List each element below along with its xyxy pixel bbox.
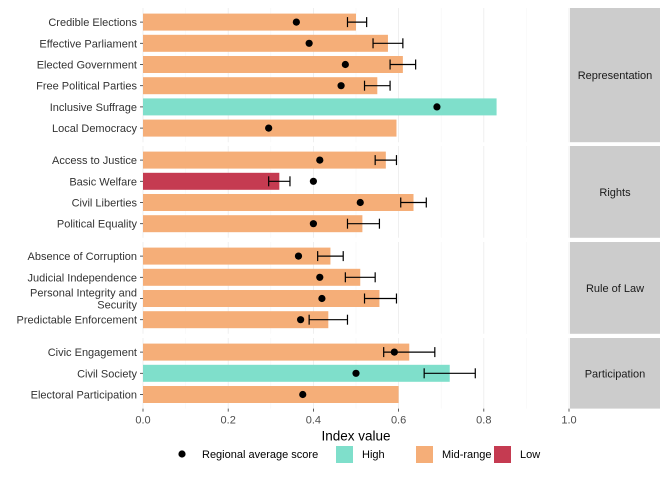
x-axis-title: Index value (321, 429, 390, 444)
average-point-effective-parliament (305, 39, 313, 47)
y-tick-label-civic-engagement: Civic Engagement (48, 347, 137, 359)
error-bar-access-to-justice (374, 155, 398, 166)
y-tick-label-civil-liberties: Civil Liberties (72, 198, 138, 210)
average-point-judicial-independence (316, 273, 324, 281)
legend-key-mid-range (416, 446, 433, 463)
y-tick-label-political-equality: Political Equality (57, 219, 138, 231)
y-tick-label-credible-elections: Credible Elections (48, 17, 137, 29)
bar-effective-parliament (143, 34, 388, 52)
average-point-civic-engagement (390, 348, 398, 356)
bar-inclusive-suffrage (143, 98, 497, 116)
bar-civic-engagement (143, 343, 410, 361)
legend-label-regional-average-score: Regional average score (202, 449, 318, 461)
average-point-inclusive-suffrage (433, 103, 441, 111)
average-point-civil-liberties (356, 198, 364, 207)
x-tick-label: 1.0 (561, 415, 576, 427)
x-tick-label: 0.0 (135, 415, 150, 427)
error-bar-free-political-parties (363, 80, 391, 91)
bar-predictable-enforcement (143, 311, 329, 329)
bar-credible-elections (143, 13, 356, 31)
legend: Regional average score High Mid-range Low (178, 446, 540, 463)
average-point-access-to-justice (316, 156, 324, 164)
error-bar-civil-liberties (400, 197, 427, 208)
y-tick-label-line: Security (97, 300, 137, 312)
bar-basic-welfare (143, 172, 280, 190)
error-bar-absence-of-corruption (317, 251, 344, 262)
x-tick-label: 0.2 (221, 415, 236, 427)
average-point-local-democracy (265, 124, 273, 132)
x-tick-label: 0.8 (476, 415, 491, 427)
error-bar-effective-parliament (372, 38, 404, 49)
legend-label-low: Low (520, 449, 540, 461)
bar-civil-liberties (143, 194, 414, 211)
bar-personal-integrity-and-security (143, 290, 380, 307)
y-tick-label-inclusive-suffrage: Inclusive Suffrage (50, 102, 137, 114)
error-bar-judicial-independence (344, 272, 376, 283)
y-tick-label-elected-government: Elected Government (37, 60, 137, 72)
bar-civil-society (143, 364, 450, 382)
bar-political-equality (143, 215, 363, 233)
error-bar-civil-society (423, 368, 476, 379)
facet-strip-participation (570, 338, 660, 409)
bar-judicial-independence (143, 268, 361, 286)
error-bar-basic-welfare (268, 176, 291, 187)
error-bar-political-equality (346, 218, 381, 229)
legend-label-mid-range: Mid-range (442, 449, 492, 461)
facet-strip-rights (570, 146, 660, 238)
legend-key-low (494, 446, 511, 463)
y-tick-label-access-to-justice: Access to Justice (52, 155, 137, 167)
y-tick-label-judicial-independence: Judicial Independence (28, 272, 137, 284)
legend-key-regional-average-score (178, 450, 186, 458)
average-point-political-equality (309, 220, 317, 228)
facet-strip-representation (570, 8, 660, 143)
y-tick-label-personal-integrity-and-security: Personal Integrity and Security (30, 288, 138, 312)
y-tick-label-absence-of-corruption: Absence of Corruption (28, 251, 137, 263)
facet-strip-label-rule-of-law: Rule of Law (586, 283, 644, 295)
bar-free-political-parties (143, 77, 378, 95)
average-point-credible-elections (292, 18, 300, 26)
facet-strip-rule-of-law (570, 242, 660, 334)
y-tick-label-electoral-participation: Electoral Participation (31, 390, 137, 402)
x-tick-label: 0.4 (306, 415, 321, 427)
y-tick-label-civil-society: Civil Society (77, 368, 137, 380)
bar-elected-government (143, 56, 403, 73)
y-tick-label-line: Personal Integrity and (30, 288, 137, 300)
legend-key-high (336, 446, 353, 463)
error-bar-credible-elections (346, 17, 368, 28)
facet-strip-label-participation: Participation (585, 368, 646, 380)
average-point-personal-integrity-and-security (318, 294, 326, 303)
legend-label-high: High (362, 449, 385, 461)
x-tick-label: 0.6 (391, 415, 406, 427)
error-bar-elected-government (389, 59, 417, 70)
average-point-absence-of-corruption (294, 252, 303, 260)
average-point-predictable-enforcement (297, 316, 305, 324)
y-tick-label-free-political-parties: Free Political Parties (36, 81, 137, 93)
bar-access-to-justice (143, 151, 386, 169)
bar-electoral-participation (143, 386, 399, 403)
error-bar-personal-integrity-and-security (363, 293, 398, 304)
y-tick-label-local-democracy: Local Democracy (52, 123, 137, 135)
y-tick-label-predictable-enforcement: Predictable Enforcement (17, 315, 137, 327)
average-point-free-political-parties (337, 82, 345, 90)
y-tick-label-basic-welfare: Basic Welfare (69, 176, 137, 188)
average-point-electoral-participation (299, 390, 307, 399)
error-bar-predictable-enforcement (308, 314, 349, 325)
facet-strip-label-representation: Representation (578, 70, 653, 82)
average-point-basic-welfare (309, 177, 317, 185)
average-point-elected-government (341, 60, 349, 69)
bar-absence-of-corruption (143, 247, 331, 265)
y-tick-label-effective-parliament: Effective Parliament (39, 38, 137, 50)
facet-strip-label-rights: Rights (599, 187, 631, 199)
average-point-civil-society (352, 369, 360, 377)
